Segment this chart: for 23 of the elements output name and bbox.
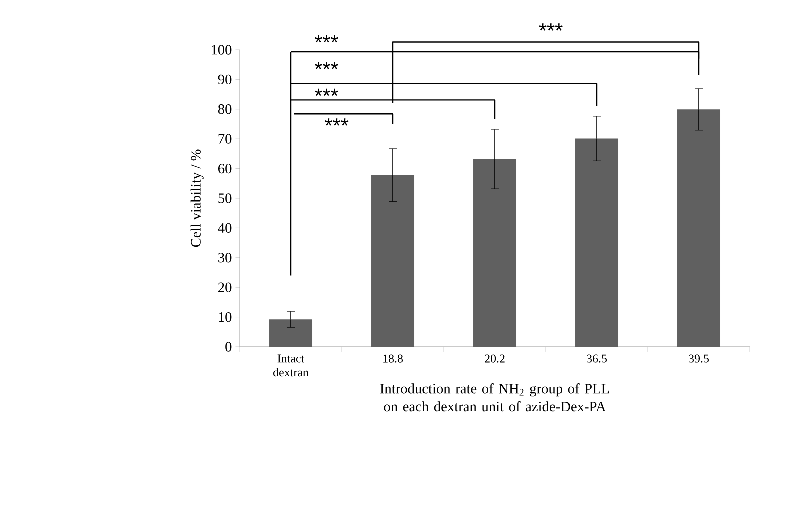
x-tick-label: 18.8	[384, 354, 404, 363]
y-tick-label: 20	[218, 282, 232, 292]
y-tick-label: 30	[218, 253, 232, 263]
x-tick-label: 36.5	[587, 354, 608, 363]
x-tick-label: Intact dextran	[274, 354, 309, 377]
x-tick-label: 20.2	[485, 354, 505, 363]
y-tick-label: 100	[212, 45, 232, 55]
annotation: ***	[314, 62, 338, 70]
text: ***	[539, 24, 563, 31]
annotation: ***	[325, 118, 349, 126]
y-tick-label: 60	[218, 164, 232, 174]
y-tick-label: 70	[218, 134, 232, 144]
y-tick-label: 50	[218, 194, 232, 204]
y-tick-label: 10	[219, 312, 232, 322]
text: ***	[314, 35, 338, 43]
annotation: ***	[314, 88, 338, 96]
y-tick-label: 40	[218, 223, 232, 234]
y-tick-label: 90	[218, 74, 232, 85]
y-axis-title: Cell viability / %	[190, 150, 204, 248]
y-tick-label: 80	[218, 104, 232, 114]
x-axis-title: Introduction rate of NH$_{2}$ group of PLL on each dextran unit of azide-Dex-PA	[380, 383, 610, 412]
y-tick-label: 0	[226, 342, 232, 352]
x-tick-label: 39.5	[689, 354, 710, 363]
